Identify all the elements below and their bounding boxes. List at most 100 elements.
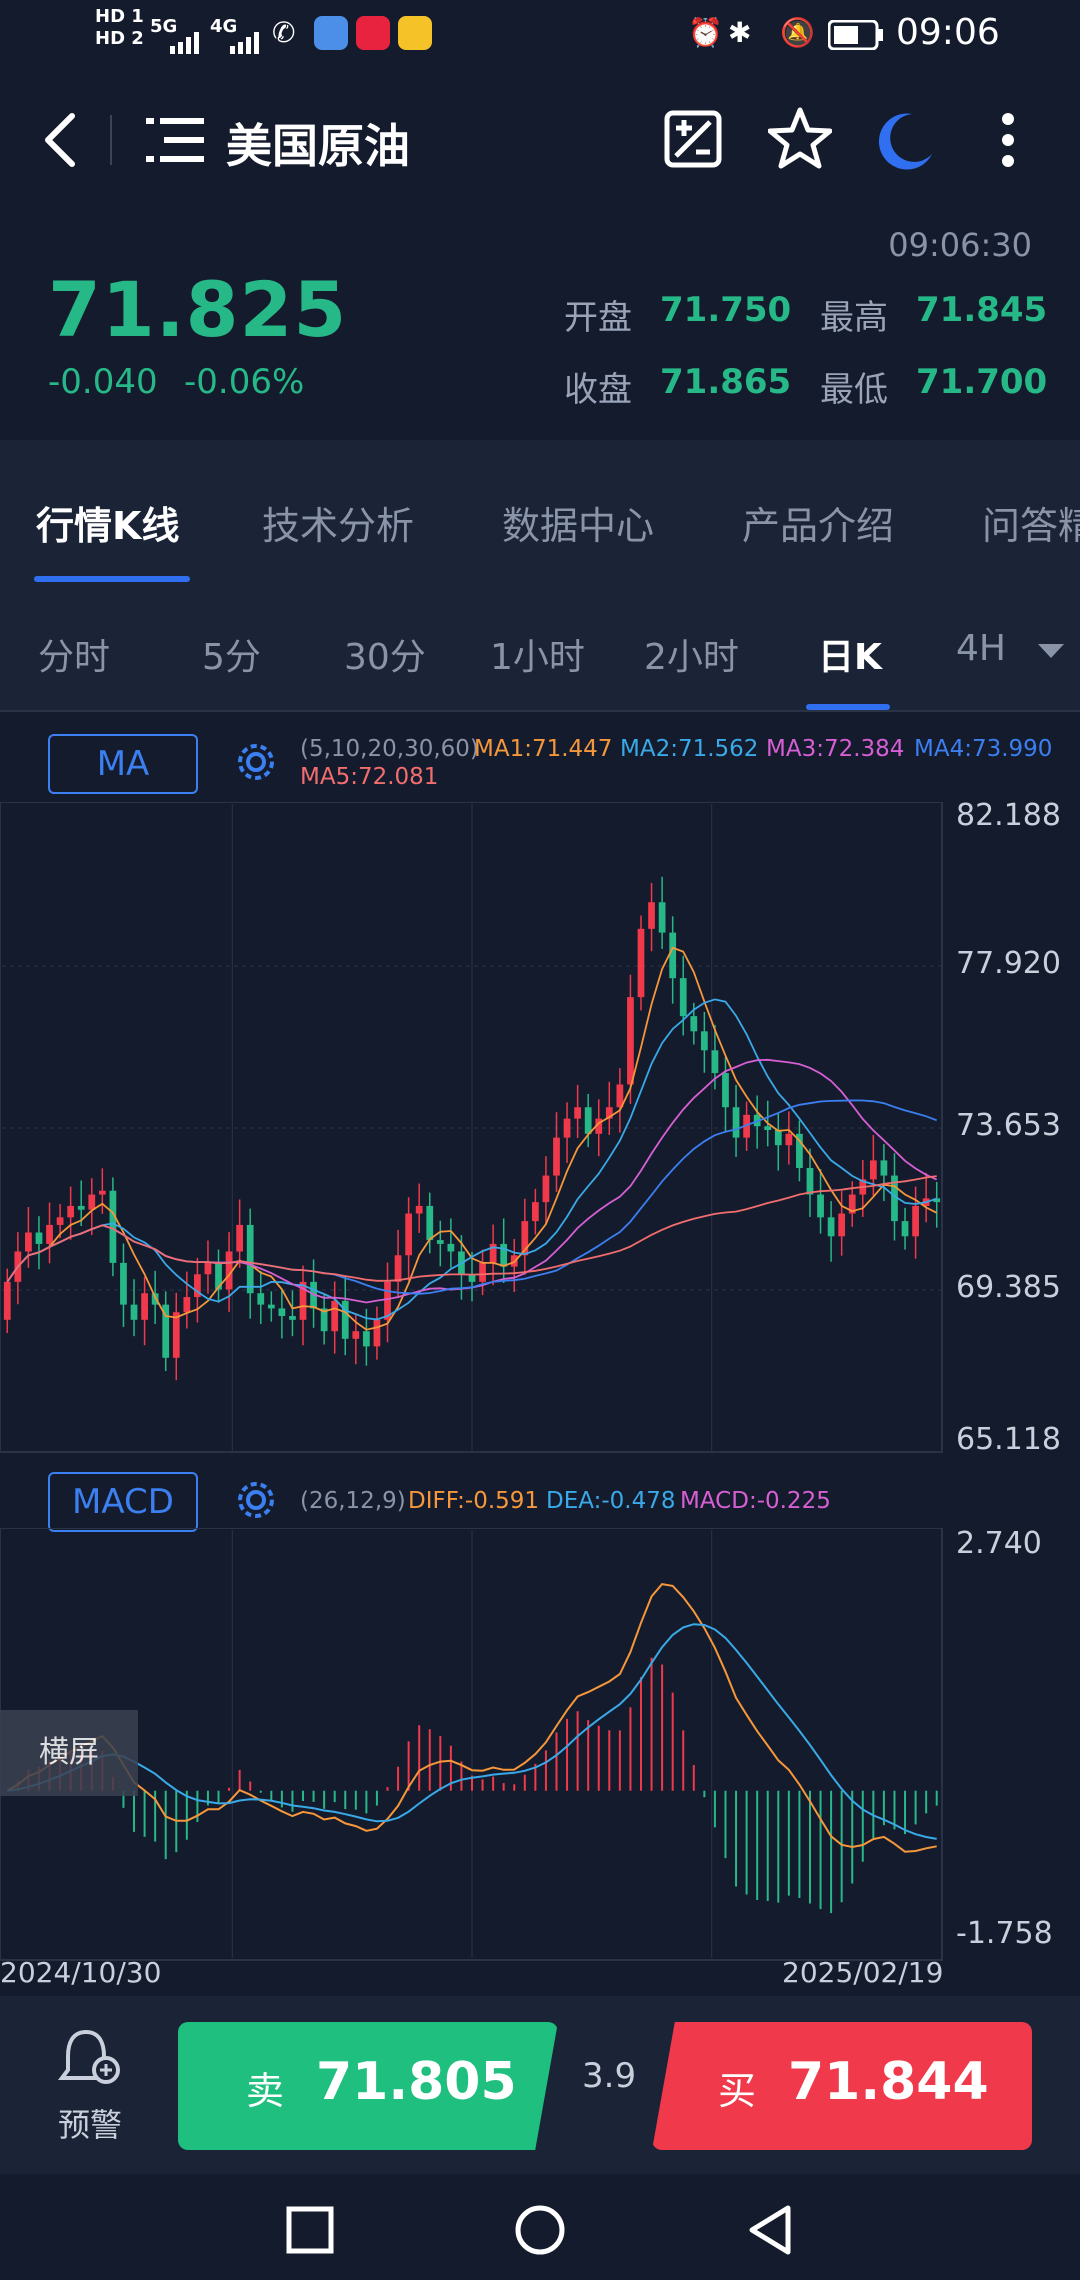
weibo-icon bbox=[398, 16, 432, 50]
ma5-value: MA5:72.081 bbox=[300, 764, 439, 790]
moon-icon[interactable] bbox=[872, 110, 934, 172]
menu-list-icon[interactable] bbox=[146, 116, 204, 164]
candle-body-5 bbox=[56, 1217, 64, 1225]
diff-value: DIFF:-0.591 bbox=[408, 1488, 540, 1514]
period-30min[interactable]: 30分 bbox=[344, 637, 426, 678]
candle-body-9 bbox=[98, 1190, 106, 1195]
period-1h[interactable]: 1小时 bbox=[490, 637, 585, 678]
current-price: 71.825 bbox=[48, 265, 348, 354]
hd2-label: HD 2 bbox=[95, 28, 144, 49]
candle-body-69 bbox=[732, 1107, 740, 1138]
candle-body-84 bbox=[891, 1175, 898, 1222]
period-timeshare[interactable]: 分时 bbox=[38, 637, 111, 678]
candle-body-45 bbox=[479, 1262, 486, 1282]
bluetooth-icon: ✱ bbox=[728, 16, 752, 49]
date-end: 2025/02/19 bbox=[782, 1956, 944, 1989]
dea-value: DEA:-0.478 bbox=[546, 1488, 676, 1514]
tab-product-intro[interactable]: 产品介绍 bbox=[742, 504, 895, 548]
sell-label: 卖 bbox=[246, 2069, 285, 2113]
quote-panel: 09:06:30 71.825 -0.040 -0.06% 开盘 71.750 … bbox=[0, 210, 1080, 440]
y-label-2: 73.653 bbox=[956, 1108, 1061, 1143]
candle-body-14 bbox=[151, 1293, 159, 1305]
recent-apps-icon[interactable] bbox=[286, 2206, 334, 2254]
tab-technical-analysis[interactable]: 技术分析 bbox=[262, 504, 415, 548]
period-4h[interactable]: 4H bbox=[956, 628, 1006, 669]
candle-body-38 bbox=[405, 1213, 413, 1256]
macd-settings-gear-icon[interactable] bbox=[236, 1480, 276, 1520]
candle-body-8 bbox=[88, 1194, 96, 1210]
period-2h[interactable]: 2小时 bbox=[644, 637, 739, 678]
kchart-frame bbox=[0, 802, 943, 1453]
chevron-down-icon[interactable] bbox=[1036, 642, 1066, 660]
buy-button[interactable]: 买 71.844 bbox=[652, 2022, 1032, 2150]
ma-indicator-button[interactable]: MA bbox=[48, 734, 198, 794]
macd-indicator-button[interactable]: MACD bbox=[48, 1472, 198, 1532]
low-value: 71.700 bbox=[916, 362, 1048, 402]
signal-5g: 5G bbox=[150, 16, 178, 37]
status-bar: HD 1 HD 2 5G 4G ✆ ⏰ ✱ 🔕 09:06 bbox=[0, 0, 1080, 70]
candle-body-49 bbox=[521, 1221, 529, 1256]
edit-chart-icon[interactable] bbox=[664, 110, 722, 168]
home-icon[interactable] bbox=[514, 2204, 566, 2256]
tab-kline[interactable]: 行情K线 bbox=[36, 504, 180, 548]
candle-body-39 bbox=[415, 1205, 423, 1214]
status-time: 09:06 bbox=[896, 12, 1000, 53]
macd-value: MACD:-0.225 bbox=[680, 1488, 831, 1514]
candle-body-61 bbox=[648, 902, 655, 929]
macd-chart[interactable] bbox=[0, 1528, 944, 1962]
candle-body-2 bbox=[25, 1232, 32, 1252]
battery-icon bbox=[828, 20, 883, 50]
candle-body-86 bbox=[912, 1205, 919, 1237]
candle-body-4 bbox=[46, 1224, 53, 1244]
back-icon[interactable] bbox=[40, 110, 80, 170]
period-active-indicator bbox=[806, 704, 890, 710]
candle-body-64 bbox=[679, 978, 687, 1017]
ma-settings-gear-icon[interactable] bbox=[236, 742, 276, 782]
period-daily[interactable]: 日K bbox=[818, 637, 882, 678]
app-header: 美国原油 bbox=[0, 70, 1080, 210]
ma2-value: MA2:71.562 bbox=[620, 736, 759, 762]
ma4-value: MA4:73.990 bbox=[914, 736, 1053, 762]
quote-timestamp: 09:06:30 bbox=[888, 226, 1032, 264]
candle-body-32 bbox=[341, 1300, 349, 1339]
candlestick-chart[interactable] bbox=[0, 802, 944, 1454]
hd1-label: HD 1 bbox=[95, 6, 144, 27]
sell-button[interactable]: 卖 71.805 bbox=[178, 2022, 558, 2150]
star-icon[interactable] bbox=[768, 106, 832, 170]
macd-y-bottom: -1.758 bbox=[956, 1916, 1053, 1951]
ma3-value: MA3:72.384 bbox=[766, 736, 905, 762]
candle-body-59 bbox=[627, 997, 634, 1085]
high-value: 71.845 bbox=[916, 290, 1048, 330]
more-vertical-icon[interactable] bbox=[998, 112, 1018, 168]
candle-body-28 bbox=[299, 1281, 307, 1320]
macd-lines bbox=[6, 1583, 937, 1853]
candle-body-68 bbox=[722, 1073, 729, 1108]
close-value: 71.865 bbox=[660, 362, 792, 402]
candle-body-10 bbox=[109, 1190, 117, 1263]
date-start: 2024/10/30 bbox=[0, 1956, 162, 1989]
nav-back-icon[interactable] bbox=[746, 2204, 794, 2256]
candle-body-16 bbox=[172, 1312, 180, 1358]
y-label-4: 65.118 bbox=[956, 1422, 1061, 1457]
period-5min[interactable]: 5分 bbox=[202, 637, 261, 678]
tab-data-center[interactable]: 数据中心 bbox=[502, 504, 655, 548]
alert-bell-icon[interactable] bbox=[56, 2026, 124, 2090]
status-left: HD 1 HD 2 bbox=[95, 6, 144, 50]
ma-line-MA1 bbox=[6, 946, 938, 1331]
y-label-1: 77.920 bbox=[956, 946, 1061, 981]
alert-label[interactable]: 预警 bbox=[58, 2106, 123, 2144]
candle-body-12 bbox=[130, 1304, 138, 1320]
candle-body-70 bbox=[743, 1114, 750, 1138]
signal-4g: 4G bbox=[210, 16, 238, 37]
candle-body-66 bbox=[700, 1031, 708, 1051]
open-label: 开盘 bbox=[564, 298, 632, 338]
landscape-toggle-button[interactable]: 横屏 bbox=[0, 1710, 138, 1796]
candle-body-63 bbox=[669, 932, 677, 979]
buy-price: 71.844 bbox=[788, 2052, 989, 2112]
candle-body-36 bbox=[384, 1281, 391, 1320]
candle-body-7 bbox=[77, 1205, 85, 1210]
candle-body-37 bbox=[394, 1255, 402, 1282]
price-change: -0.040 bbox=[48, 362, 158, 402]
page-title: 美国原油 bbox=[226, 119, 410, 173]
tab-qa[interactable]: 问答精 bbox=[982, 504, 1080, 548]
